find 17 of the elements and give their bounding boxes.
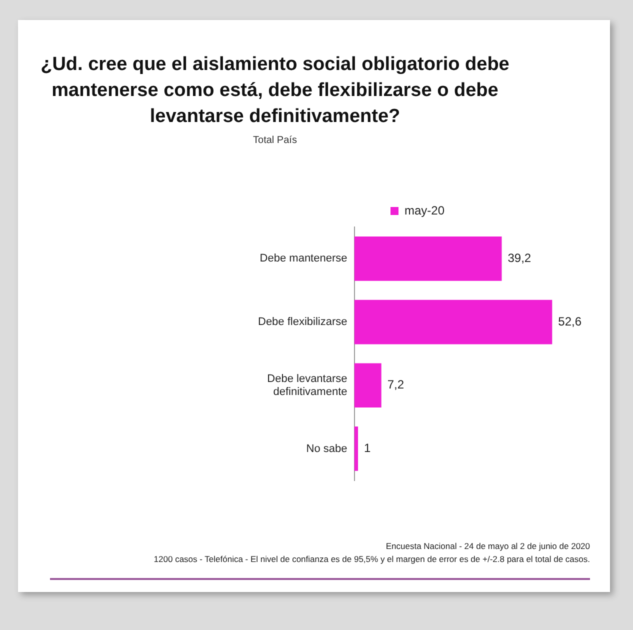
data-label: 7,2 — [387, 378, 404, 392]
bar — [354, 300, 552, 344]
y-tick-label: Debe flexibilizarse — [258, 316, 348, 328]
y-tick-label: Debe mantenerse — [260, 252, 348, 265]
bar — [354, 426, 358, 471]
legend-label: may-20 — [404, 203, 445, 218]
bar — [354, 363, 382, 408]
chart-title: ¿Ud. cree que el aislamiento social obligatorio debe mantenerse como está, debe flexibilizarse o debe levantarse definitivamente? — [40, 53, 510, 129]
bar — [354, 236, 502, 281]
data-label: 1 — [364, 441, 372, 456]
data-label: 39,2 — [508, 250, 532, 265]
data-label: 52,6 — [558, 314, 582, 328]
chart-subtitle: Total País — [252, 135, 298, 146]
y-tick-label: No sabe — [306, 442, 348, 455]
text: 1200 casos - Telefónica - El nivel de confianza es de 95,5% y el margen de error es de +/-2.8 para el total de casos. — [152, 553, 590, 566]
text: Encuesta Nacional - 24 de mayo al 2 de junio de 2020 — [384, 540, 590, 553]
y-tick-label: Debe levantarse definitivamente — [267, 372, 348, 398]
